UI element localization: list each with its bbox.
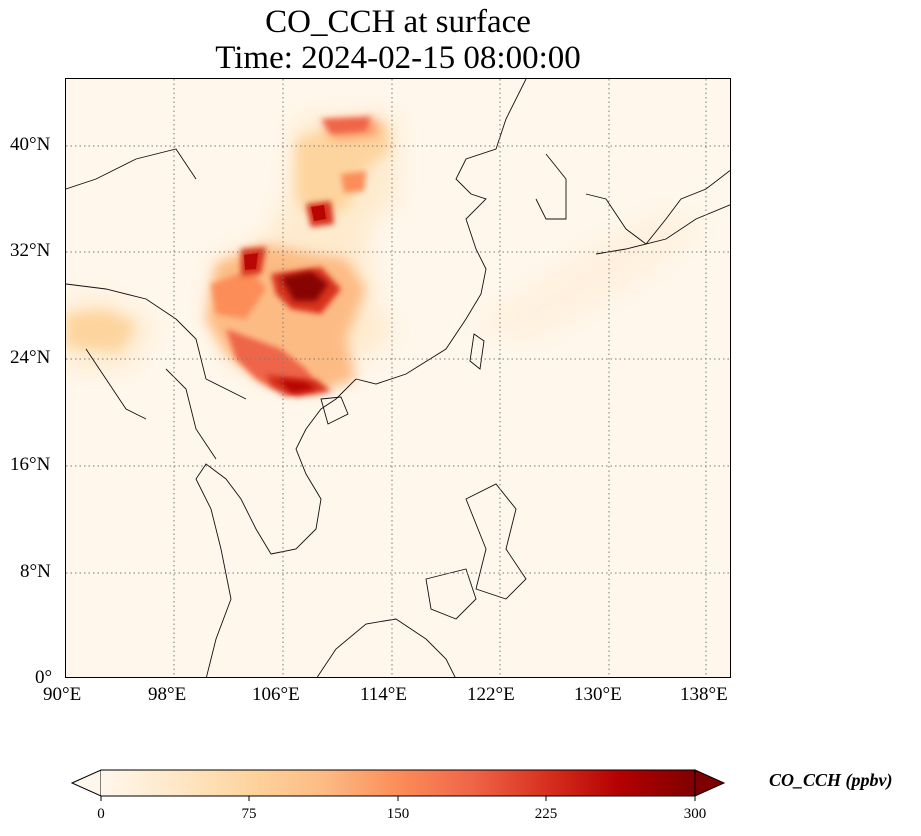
lat-tick-label: 24°N: [10, 347, 51, 368]
lat-tick-label: 0°: [35, 667, 53, 688]
colorbar-tick-label: 300: [683, 806, 707, 822]
colorbar-tick-label: 75: [241, 806, 257, 822]
colorbar-tick-label: 150: [386, 806, 410, 822]
lon-tick-label: 114°E: [360, 684, 407, 705]
gridlines: [66, 79, 730, 677]
colorbar-min-extend: [70, 769, 102, 797]
plot-time: Time: 2024-02-15 08:00:00: [215, 40, 581, 76]
colorbar-tick-label: 225: [534, 806, 558, 822]
lat-tick-label: 16°N: [10, 454, 51, 475]
colorbar-max-extend: [694, 769, 726, 797]
colorbar-tick-label: 0: [97, 806, 105, 822]
concentration-field: [66, 114, 706, 397]
map-background: [66, 79, 730, 677]
lon-tick-label: 138°E: [680, 684, 728, 705]
lat-tick-label: 8°N: [20, 561, 51, 582]
plot-title: CO_CCH at surface: [265, 4, 531, 40]
map-panel: [65, 78, 731, 678]
colorbar-gradient: [101, 770, 695, 796]
lon-tick-label: 90°E: [43, 684, 82, 705]
colorbar: [70, 769, 726, 801]
lon-tick-label: 98°E: [148, 684, 187, 705]
lat-tick-label: 32°N: [10, 240, 51, 261]
coastlines: [66, 79, 730, 677]
lat-tick-label: 40°N: [10, 134, 51, 155]
map-canvas: [66, 79, 730, 677]
lon-tick-label: 130°E: [574, 684, 622, 705]
colorbar-title: CO_CCH (ppbv): [769, 770, 893, 790]
lon-tick-label: 106°E: [252, 684, 300, 705]
lon-tick-label: 122°E: [467, 684, 515, 705]
